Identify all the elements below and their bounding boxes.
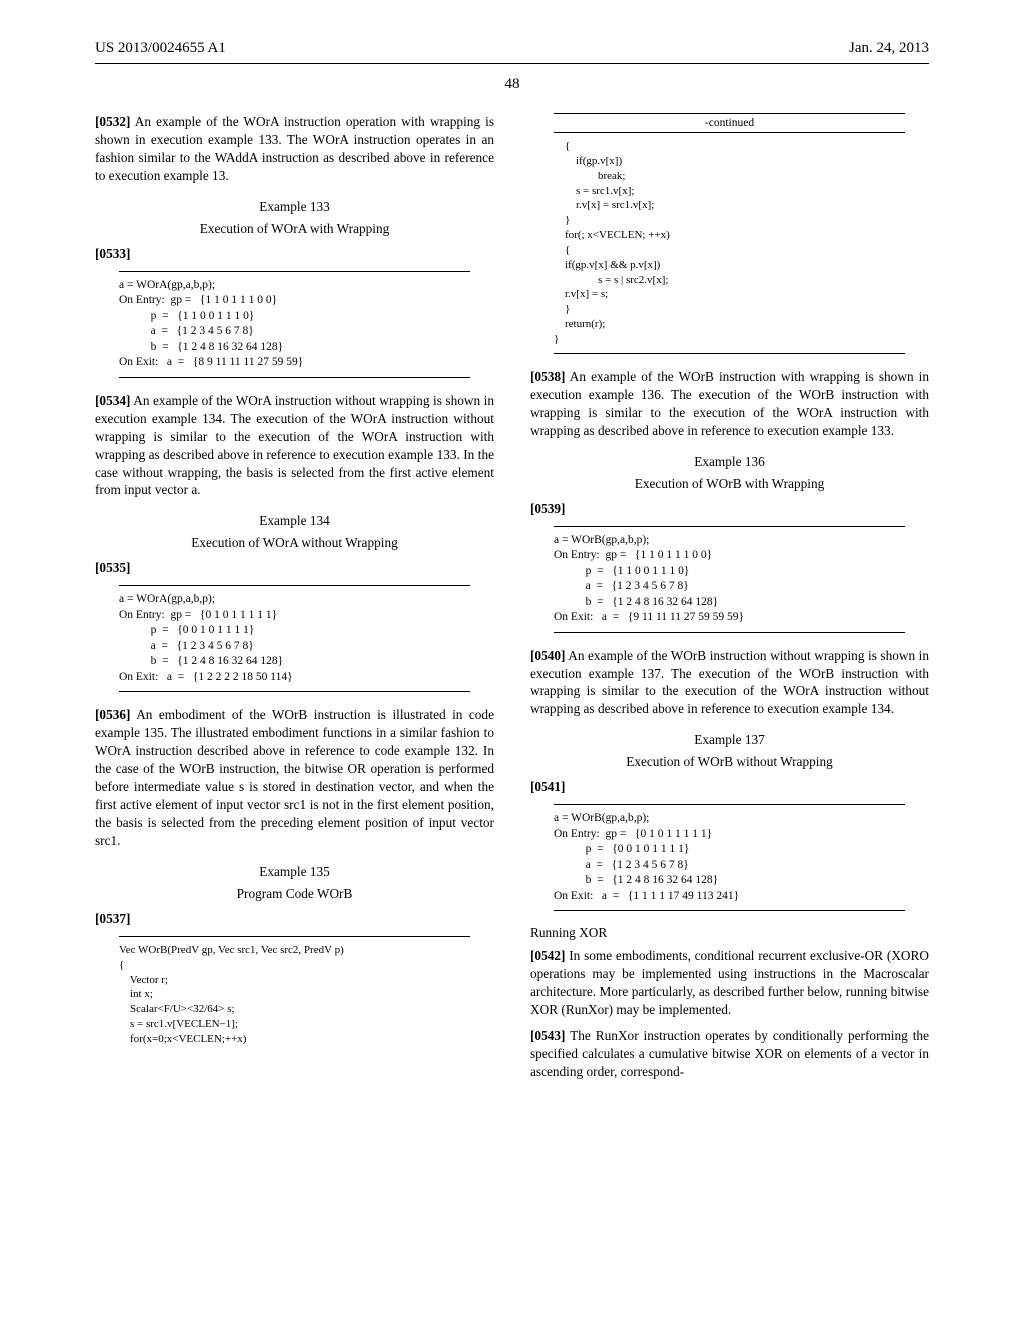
example-134-table: a = WOrA(gp,a,b,p); On Entry: gp = {0 1 …: [119, 585, 470, 692]
para-text: An example of the WOrB instruction witho…: [530, 648, 929, 717]
table-rule-bottom: [119, 377, 470, 378]
example-133-label: Example 133: [95, 199, 494, 215]
para-num: [0540]: [530, 648, 565, 663]
example-137-table: a = WOrB(gp,a,b,p); On Entry: gp = {0 1 …: [554, 804, 905, 911]
example-136-label: Example 136: [530, 454, 929, 470]
paragraph-0538: [0538] An example of the WOrB instructio…: [530, 368, 929, 440]
para-text: An example of the WOrB instruction with …: [530, 369, 929, 438]
exec-data: a = WOrB(gp,a,b,p); On Entry: gp = {1 1 …: [554, 527, 905, 632]
paragraph-0533: [0533]: [95, 245, 494, 263]
table-rule-bottom: [119, 691, 470, 692]
paragraph-0540: [0540] An example of the WOrB instructio…: [530, 647, 929, 719]
para-num: [0537]: [95, 911, 130, 926]
para-num: [0541]: [530, 779, 565, 794]
para-num: [0543]: [530, 1028, 565, 1043]
exec-data: a = WOrA(gp,a,b,p); On Entry: gp = {0 1 …: [119, 586, 470, 691]
table-rule-bottom: [554, 910, 905, 911]
example-135-codeblock: Vec WOrB(PredV gp, Vec src1, Vec src2, P…: [119, 936, 470, 1053]
paragraph-0534: [0534] An example of the WOrA instructio…: [95, 392, 494, 500]
code-worb-continued: { if(gp.v[x]) break; s = src1.v[x]; r.v[…: [554, 133, 905, 353]
para-text: The RunXor instruction operates by condi…: [530, 1028, 929, 1079]
para-num: [0535]: [95, 560, 130, 575]
two-column-layout: [0532] An example of the WOrA instructio…: [95, 113, 929, 1089]
left-column: [0532] An example of the WOrA instructio…: [95, 113, 494, 1089]
para-num: [0532]: [95, 114, 130, 129]
continued-codeblock: -continued { if(gp.v[x]) break; s = src1…: [554, 113, 905, 354]
paragraph-0539: [0539]: [530, 500, 929, 518]
example-133-table: a = WOrA(gp,a,b,p); On Entry: gp = {1 1 …: [119, 271, 470, 378]
publication-date: Jan. 24, 2013: [849, 40, 929, 57]
page-number: 48: [95, 76, 929, 93]
example-134-title: Execution of WOrA without Wrapping: [95, 535, 494, 551]
example-135-title: Program Code WOrB: [95, 886, 494, 902]
para-num: [0542]: [530, 948, 565, 963]
publication-number: US 2013/0024655 A1: [95, 40, 226, 57]
table-rule-bottom: [554, 353, 905, 354]
page-header: US 2013/0024655 A1 Jan. 24, 2013: [95, 40, 929, 57]
paragraph-0532: [0532] An example of the WOrA instructio…: [95, 113, 494, 185]
para-num: [0538]: [530, 369, 565, 384]
paragraph-0535: [0535]: [95, 559, 494, 577]
continued-label: -continued: [554, 114, 905, 132]
para-text: An example of the WOrA instruction opera…: [95, 114, 494, 183]
running-xor-heading: Running XOR: [530, 925, 929, 941]
example-137-label: Example 137: [530, 732, 929, 748]
example-136-title: Execution of WOrB with Wrapping: [530, 476, 929, 492]
para-num: [0539]: [530, 501, 565, 516]
para-num: [0533]: [95, 246, 130, 261]
para-num: [0534]: [95, 393, 130, 408]
paragraph-0536: [0536] An embodiment of the WOrB instruc…: [95, 706, 494, 850]
code-worb: Vec WOrB(PredV gp, Vec src1, Vec src2, P…: [119, 937, 470, 1053]
paragraph-0543: [0543] The RunXor instruction operates b…: [530, 1027, 929, 1081]
exec-data: a = WOrB(gp,a,b,p); On Entry: gp = {0 1 …: [554, 805, 905, 910]
paragraph-0542: [0542] In some embodiments, conditional …: [530, 947, 929, 1019]
para-num: [0536]: [95, 707, 130, 722]
example-137-title: Execution of WOrB without Wrapping: [530, 754, 929, 770]
para-text: An embodiment of the WOrB instruction is…: [95, 707, 494, 848]
para-text: An example of the WOrA instruction witho…: [95, 393, 494, 498]
right-column: -continued { if(gp.v[x]) break; s = src1…: [530, 113, 929, 1089]
example-135-label: Example 135: [95, 864, 494, 880]
header-rule: [95, 63, 929, 64]
paragraph-0541: [0541]: [530, 778, 929, 796]
table-rule-bottom: [554, 632, 905, 633]
paragraph-0537: [0537]: [95, 910, 494, 928]
example-134-label: Example 134: [95, 513, 494, 529]
example-133-title: Execution of WOrA with Wrapping: [95, 221, 494, 237]
exec-data: a = WOrA(gp,a,b,p); On Entry: gp = {1 1 …: [119, 272, 470, 377]
patent-page: US 2013/0024655 A1 Jan. 24, 2013 48 [053…: [0, 0, 1024, 1320]
para-text: In some embodiments, conditional recurre…: [530, 948, 929, 1017]
example-136-table: a = WOrB(gp,a,b,p); On Entry: gp = {1 1 …: [554, 526, 905, 633]
